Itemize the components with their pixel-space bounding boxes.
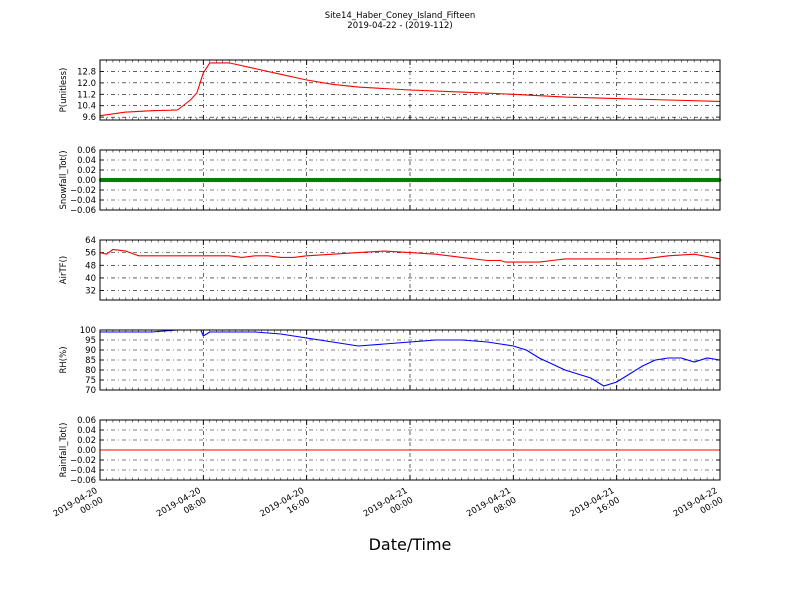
series-line xyxy=(100,330,720,387)
y-tick-label: 80 xyxy=(85,366,96,376)
y-tick-label: −0.04 xyxy=(70,196,96,206)
y-tick-label: 0.02 xyxy=(77,166,96,176)
y-tick-label: 11.2 xyxy=(77,90,96,100)
y-tick-label: 48 xyxy=(85,261,96,271)
series-point xyxy=(717,177,722,183)
y-axis-label: Snowfall_Tot() xyxy=(59,150,69,209)
figure-title: Site14_Haber_Coney_Island_Fifteen xyxy=(325,11,476,21)
y-tick-label: 0.00 xyxy=(77,446,96,456)
y-tick-label: 12.8 xyxy=(77,67,96,77)
x-tick-label: 2019-04-2100:00 xyxy=(362,486,415,529)
panel-2: −0.06−0.04−0.020.000.020.040.06 Snowfall_… xyxy=(59,146,722,216)
y-tick-label: 0.00 xyxy=(77,176,96,186)
y-axis-label: AirTF() xyxy=(59,256,69,284)
y-tick-label: 0.06 xyxy=(77,146,96,156)
y-tick-label: 0.06 xyxy=(77,416,96,426)
y-tick-label: 0.02 xyxy=(77,436,96,446)
y-tick-label: 75 xyxy=(85,376,96,386)
y-tick-label: −0.02 xyxy=(70,456,96,466)
x-axis-label: Date/Time xyxy=(369,535,452,554)
x-tick-label: 2019-04-2200:00 xyxy=(672,486,725,529)
series-line xyxy=(100,248,720,263)
y-tick-label: 56 xyxy=(85,249,96,259)
y-tick-label: 64 xyxy=(85,236,96,246)
panel-1: 9.610.4 11.212.0 12.8 P(unitless) xyxy=(59,59,721,123)
plot-frame xyxy=(99,149,721,211)
panel-3: 32 40 48 56 64 AirTF() xyxy=(59,236,721,301)
x-tick-labels: 2019-04-2000:00 2019-04-2008:00 2019-04-20… xyxy=(52,486,725,529)
panels: 9.610.411.212.012.8P(unitless)−0.06−0.04… xyxy=(59,59,722,486)
figure-subtitle: 2019-04-22 - (2019-112) xyxy=(347,21,452,31)
y-tick-label: 32 xyxy=(85,287,96,297)
y-tick-label: 12.0 xyxy=(77,79,96,89)
y-tick-label: 95 xyxy=(85,336,96,346)
y-tick-label: 0.04 xyxy=(77,156,96,166)
x-tick-label: 2019-04-2000:00 xyxy=(52,486,105,529)
x-tick-label: 2019-04-2016:00 xyxy=(258,486,311,529)
y-tick-label: −0.04 xyxy=(70,466,96,476)
y-axis-label: P(unitless) xyxy=(59,68,69,113)
y-tick-label: 85 xyxy=(85,356,96,366)
y-tick-label: 40 xyxy=(85,274,96,284)
y-axis-label: Rainfall_Tot() xyxy=(59,423,69,478)
y-tick-label: 9.6 xyxy=(82,113,96,123)
y-tick-label: 10.4 xyxy=(77,102,96,112)
y-tick-label: 0.04 xyxy=(77,426,96,436)
plot-frame xyxy=(99,239,721,301)
y-tick-label: −0.06 xyxy=(70,206,96,216)
y-axis-label: RH(%) xyxy=(59,346,69,373)
x-tick-label: 2019-04-2008:00 xyxy=(155,486,208,529)
y-tick-label: 70 xyxy=(85,386,96,396)
plot-frame xyxy=(99,329,721,391)
y-tick-label: 100 xyxy=(80,326,96,336)
y-tick-label: −0.06 xyxy=(70,476,96,486)
plot-frame xyxy=(99,59,721,121)
plot-frame xyxy=(99,419,721,481)
panel-5: −0.06−0.04−0.020.000.020.040.06 Rainfall_… xyxy=(59,416,721,486)
y-tick-label: −0.02 xyxy=(70,186,96,196)
x-tick-label: 2019-04-2116:00 xyxy=(568,486,621,529)
series-line xyxy=(100,62,720,117)
x-tick-label: 2019-04-2108:00 xyxy=(465,486,518,529)
y-tick-label: 90 xyxy=(85,346,96,356)
